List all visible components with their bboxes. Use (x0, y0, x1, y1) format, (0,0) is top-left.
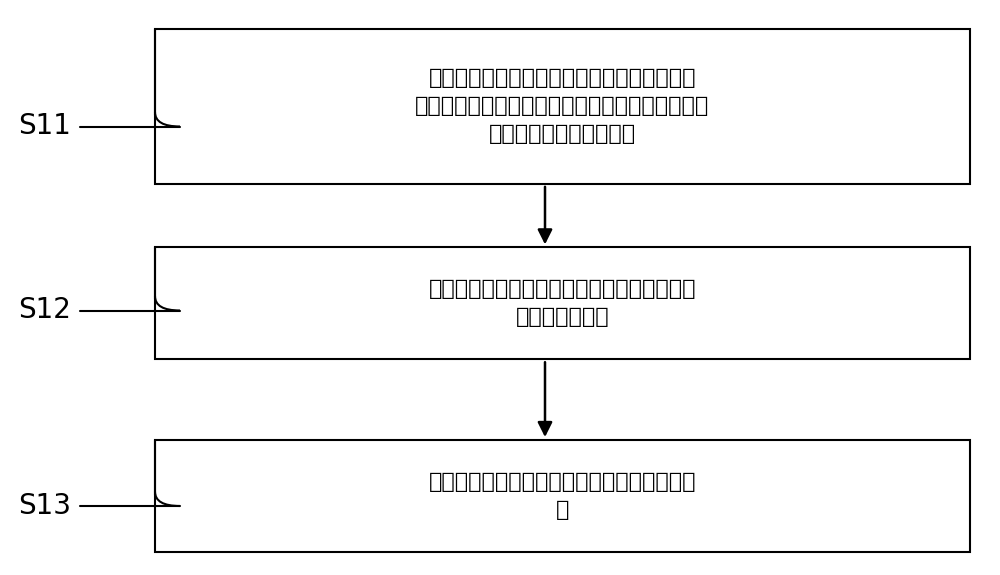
Bar (155, 247, 970, 359)
Text: S13: S13 (18, 492, 72, 520)
Bar (155, 29, 970, 184)
Text: S12: S12 (19, 297, 71, 324)
Text: 在每个所述参考矢量的合成过程中，选取零矢
量作为首发矢量: 在每个所述参考矢量的合成过程中，选取零矢 量作为首发矢量 (429, 279, 696, 327)
Text: S11: S11 (19, 113, 71, 140)
Text: 将所述参考矢量作为逆变器的输出电压空间矢
量: 将所述参考矢量作为逆变器的输出电压空间矢 量 (429, 472, 696, 520)
Text: 在合成逆变器的输出电压空间矢量的过程中，
选取共模电压模长不大于六分之一输入电压值的电
压空间矢量合成参考矢量: 在合成逆变器的输出电压空间矢量的过程中， 选取共模电压模长不大于六分之一输入电压… (415, 68, 710, 144)
Bar (155, 440, 970, 552)
